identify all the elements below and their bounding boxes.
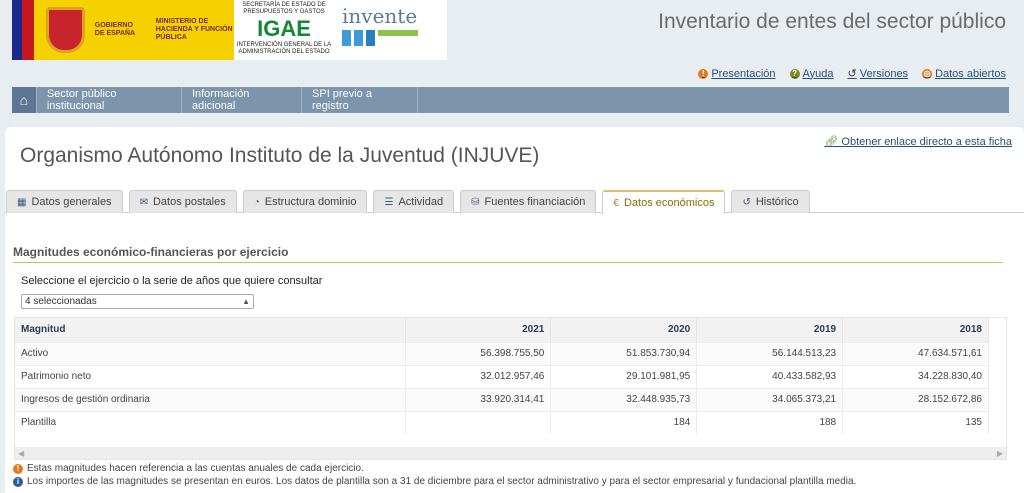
select-label: Seleccione el ejercicio o la serie de añ… xyxy=(21,275,323,287)
euro-icon: € xyxy=(613,197,619,209)
tab-datos-economicos[interactable]: € Datos económicos xyxy=(602,190,726,214)
nav-spi-previo[interactable]: SPI previo a registro xyxy=(302,87,418,113)
info-icon: ! xyxy=(698,68,709,79)
table-header: Magnitud 2021 2020 2019 2018 xyxy=(15,318,989,342)
versiones-link[interactable]: ↺ Versiones xyxy=(847,67,909,81)
scroll-left-icon[interactable]: ◀ xyxy=(18,448,25,458)
gobierno-logo: GOBIERNO DE ESPAÑA MINISTERIO DE HACIEND… xyxy=(12,0,234,60)
ayuda-link[interactable]: ? Ayuda xyxy=(789,67,834,80)
nav-sector-publico[interactable]: Sector público institucional xyxy=(37,87,182,113)
content-panel: 🔗︎ Obtener enlace directo a esta ficha O… xyxy=(5,127,1024,493)
history-icon: ↺ xyxy=(742,196,751,208)
envelope-icon: ✉ xyxy=(139,196,148,208)
tab-fuentes-financiacion[interactable]: ⛁ Fuentes financiación xyxy=(460,190,597,213)
year-select[interactable]: 4 seleccionadas ▲ xyxy=(21,294,254,309)
help-icon: ? xyxy=(789,68,800,79)
tabs: ▦ Datos generales ✉ Datos postales ◔ Estruc… xyxy=(5,190,1024,214)
home-button[interactable]: ⌂ xyxy=(12,87,37,113)
select-arrows-icon: ▲ xyxy=(242,297,250,306)
logos: GOBIERNO DE ESPAÑA MINISTERIO DE HACIEND… xyxy=(12,0,447,60)
pie-icon: ◔ xyxy=(253,196,260,208)
link-icon: 🔗︎ xyxy=(824,136,842,148)
datos-abiertos-link[interactable]: ◎ Datos abiertos xyxy=(922,67,1006,80)
table-row: Plantilla 184 188 135 xyxy=(15,410,989,434)
presentacion-link[interactable]: ! Presentación xyxy=(698,67,776,80)
table-row: Patrimonio neto 32.012.957,46 29.101.981,9… xyxy=(15,364,989,388)
tab-actividad[interactable]: ☰ Actividad xyxy=(373,190,455,213)
list-icon: ☰ xyxy=(384,196,394,208)
table-row: Activo 56.398.755,50 51.853.730,94 56.144.5… xyxy=(15,341,989,365)
note-cuentas: ! Estas magnitudes hacen referencia a las… xyxy=(13,463,364,474)
history-icon: ↺ xyxy=(847,68,857,80)
scroll-right-icon[interactable]: ▶ xyxy=(996,448,1003,458)
grid-icon: ▦ xyxy=(17,196,27,208)
top-links: ! Presentación ? Ayuda ↺ Versiones ◎ Datos a… xyxy=(698,67,1006,80)
page-title: Organismo Autónomo Instituto de la Juven… xyxy=(20,144,540,167)
igae-logo: SECRETARÍA DE ESTADO DE PRESUPUESTOS Y G… xyxy=(236,2,332,55)
globe-icon: ◎ xyxy=(922,68,933,79)
coins-icon: ⛁ xyxy=(471,196,480,208)
nav-informacion-adicional[interactable]: Información adicional xyxy=(182,87,303,113)
magnitudes-table: Magnitud 2021 2020 2019 2018 Activo 56.398.75… xyxy=(15,318,989,434)
horizontal-scrollbar[interactable]: ◀ ▶ xyxy=(15,447,1006,459)
home-icon: ⌂ xyxy=(19,92,29,108)
app-title: Inventario de entes del sector público xyxy=(658,10,1006,33)
data-table-wrapper: Magnitud 2021 2020 2019 2018 Activo 56.398.75… xyxy=(14,317,1007,460)
tab-historico[interactable]: ↺ Histórico xyxy=(731,190,810,213)
info-icon: i xyxy=(13,476,23,487)
section-title: Magnitudes económico-financieras por eje… xyxy=(13,245,1003,263)
tab-estructura-dominio[interactable]: ◔ Estructura dominio xyxy=(242,190,368,213)
coat-of-arms-icon xyxy=(45,7,85,53)
table-row: Ingresos de gestión ordinaria 33.920.314,… xyxy=(15,387,989,411)
main-nav: ⌂ Sector público institucional Informaci… xyxy=(12,87,418,113)
tab-datos-postales[interactable]: ✉ Datos postales xyxy=(128,190,237,213)
note-importes: i Los importes de las magnitudes se prese… xyxy=(13,476,856,487)
deep-link[interactable]: 🔗︎ Obtener enlace directo a esta ficha xyxy=(824,136,1012,148)
tab-datos-generales[interactable]: ▦ Datos generales xyxy=(6,190,123,213)
warning-icon: ! xyxy=(13,463,23,474)
invente-logo: invente xyxy=(334,0,447,60)
